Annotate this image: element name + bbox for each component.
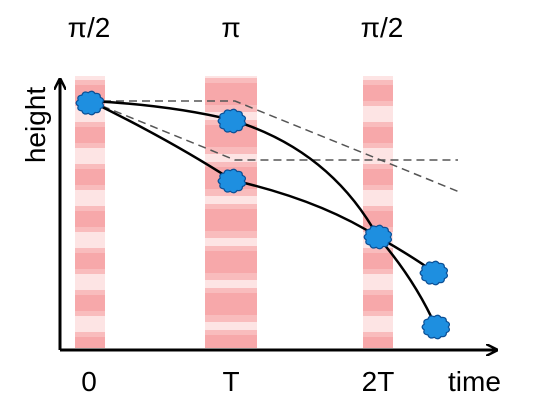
pulse-label-second-half-pi: π/2 [360,12,404,43]
pulse-label-first-half-pi: π/2 [67,12,111,43]
trajectory-lower-arm-second [231,178,379,239]
pulse-label-pi: π [221,12,241,43]
time-tick-2t: 2T [361,366,395,397]
atom-cloud-output-lower [421,314,451,340]
trajectory-upper-arm-first [89,99,233,122]
atom-cloud-output-upper [419,260,449,286]
atom-cloud-lower-arm [217,168,247,194]
reference-path-upper [90,100,463,194]
atom-cloud-recombined [363,224,393,250]
time-tick-zero: 0 [81,366,97,397]
reference-path-lower [89,100,458,161]
atom-cloud-upper-arm [217,108,247,134]
time-tick-t: T [222,366,240,397]
trajectory-lower-arm-first [89,99,233,182]
pulse-band-2t [363,76,393,348]
axis-x-label: time [448,366,501,397]
atom-cloud-start [75,90,105,116]
trajectory-upper-arm-second [231,118,380,238]
pulse-band-0 [75,76,105,348]
